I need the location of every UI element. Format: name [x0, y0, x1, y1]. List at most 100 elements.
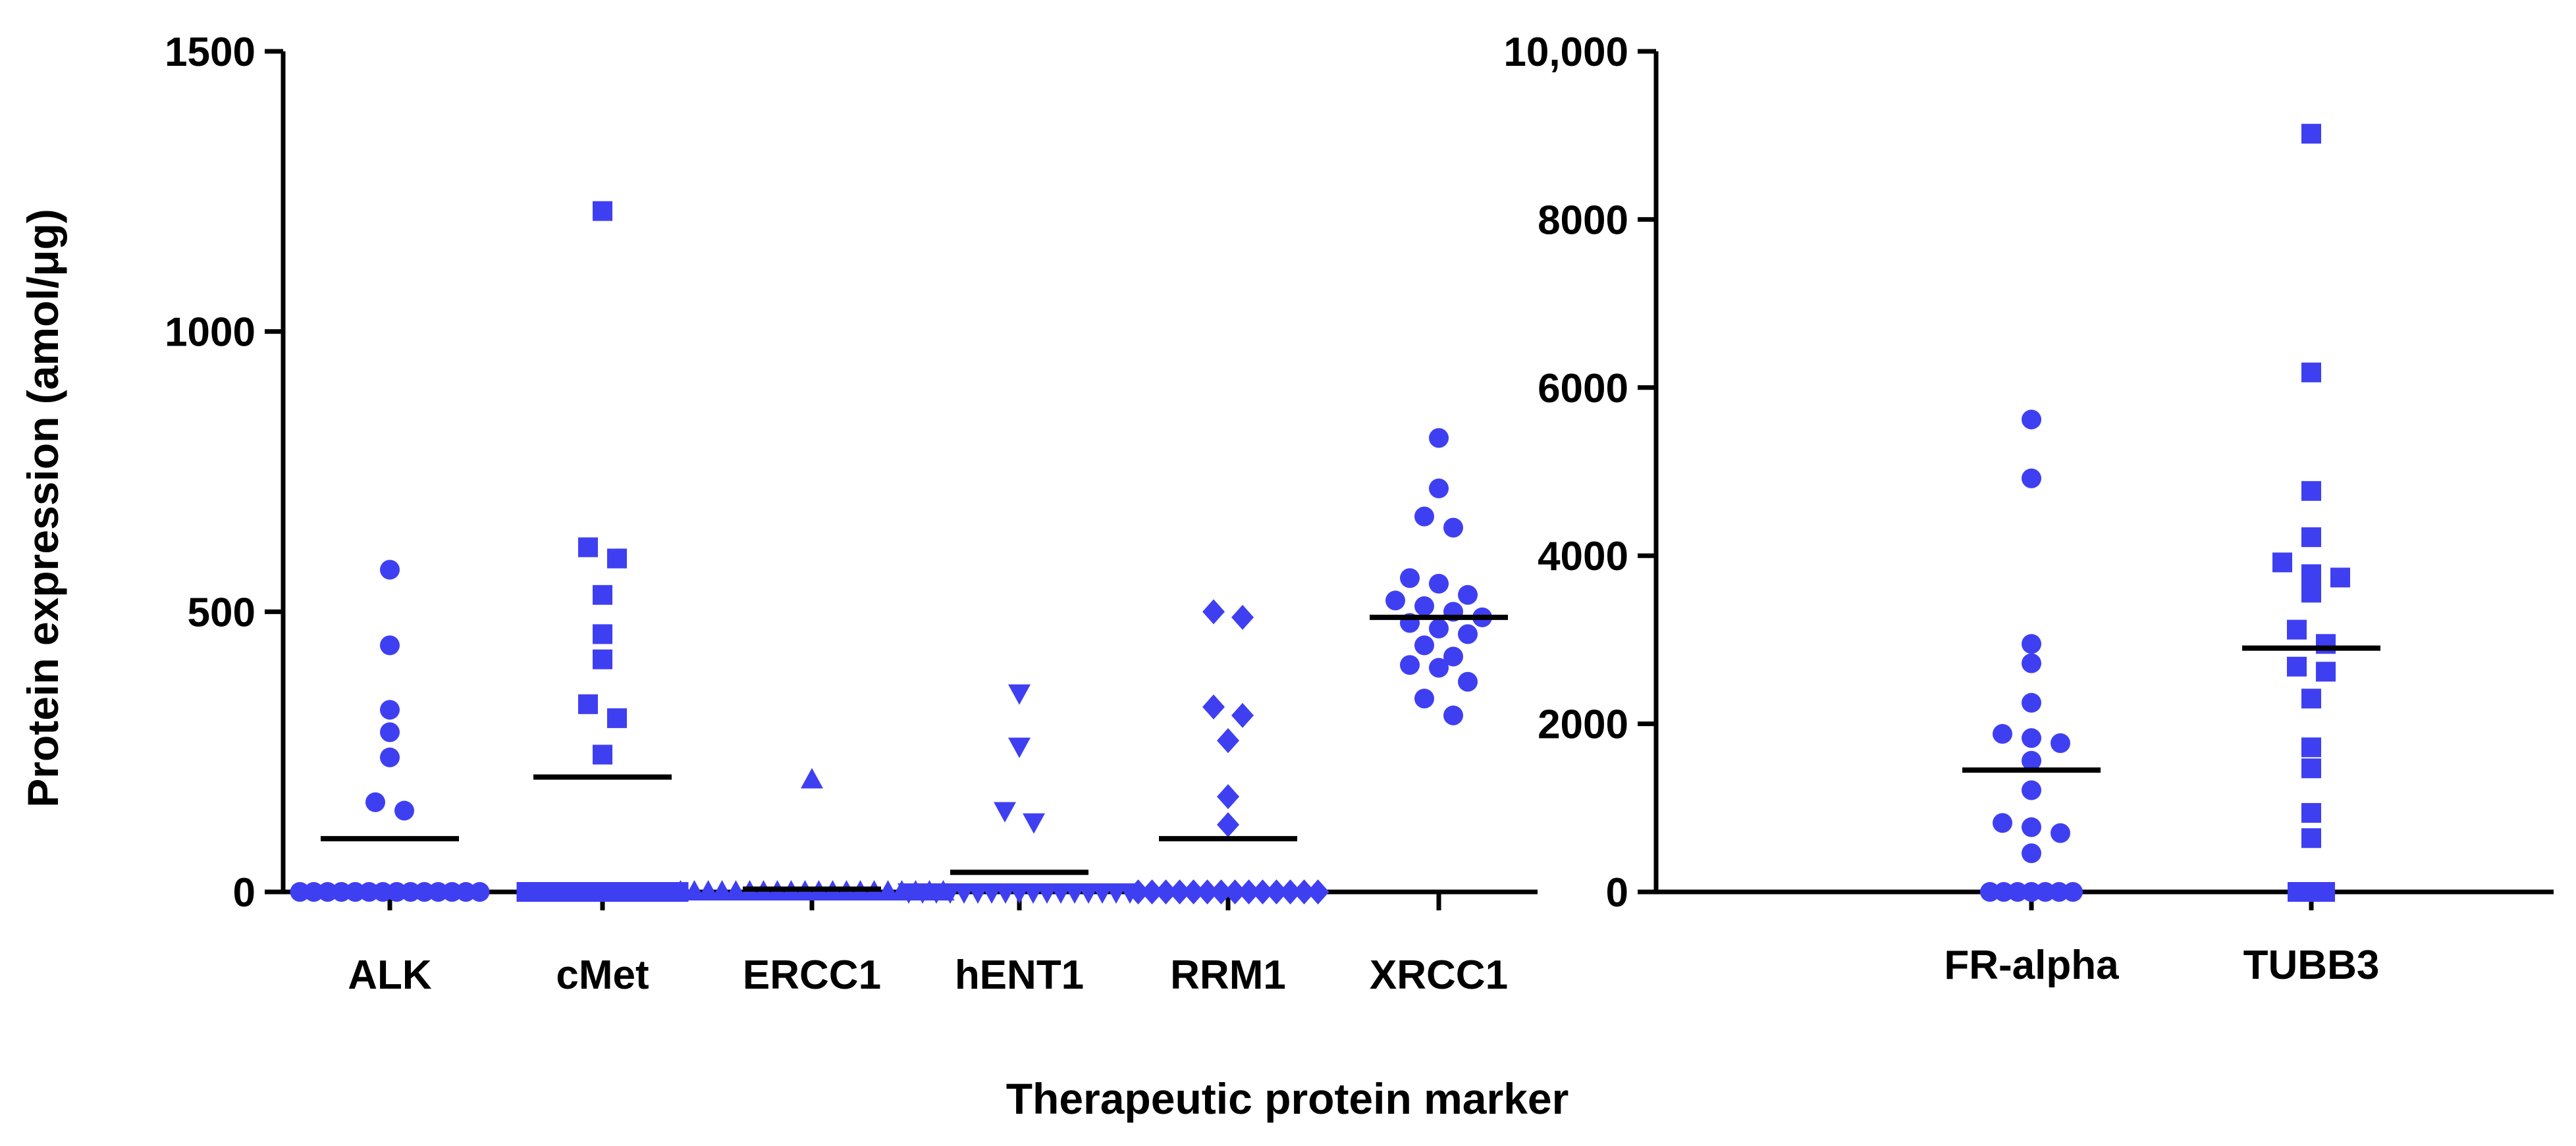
panel-1-y-tick-label: 500: [188, 590, 255, 635]
data-point-fr-alpha: [2049, 882, 2069, 902]
data-point-fr-alpha: [2022, 468, 2041, 488]
data-point-cmet: [593, 585, 612, 605]
data-point-cmet: [593, 624, 612, 644]
data-point-xrcc1: [1385, 590, 1405, 611]
data-point-fr-alpha: [2022, 882, 2041, 902]
data-point-rrm1: [1265, 879, 1288, 904]
data-point-tubb3: [2301, 124, 2321, 144]
data-point-rrm1: [1306, 879, 1329, 904]
data-point-cmet: [593, 744, 612, 765]
data-point-alk: [359, 882, 379, 902]
data-point-xrcc1: [1429, 618, 1449, 638]
data-point-rrm1: [1251, 879, 1274, 904]
data-point-alk: [304, 882, 324, 902]
data-point-hent1: [994, 802, 1016, 823]
data-point-fr-alpha: [1993, 813, 2012, 833]
panel-2-y-tick-label: 2000: [1538, 702, 1628, 748]
data-point-alk: [380, 722, 400, 742]
data-point-hent1: [1023, 813, 1045, 834]
data-point-xrcc1: [1443, 517, 1463, 538]
data-point-xrcc1: [1429, 479, 1449, 499]
data-point-tubb3: [2316, 662, 2336, 682]
data-point-xrcc1: [1443, 646, 1463, 667]
data-point-cmet: [578, 694, 598, 714]
data-point-alk: [317, 882, 338, 902]
data-point-fr-alpha: [2035, 882, 2055, 902]
data-point-xrcc1: [1458, 624, 1478, 644]
data-point-alk: [365, 792, 385, 812]
data-point-xrcc1: [1429, 573, 1449, 594]
data-point-fr-alpha: [2022, 750, 2041, 771]
data-point-tubb3: [2301, 527, 2321, 548]
data-point-alk: [387, 882, 407, 902]
data-point-fr-alpha: [2022, 692, 2041, 713]
category-label-fr-alpha: FR-alpha: [1944, 943, 2119, 988]
data-point-ercc1: [801, 768, 823, 789]
category-label-cmet: cMet: [556, 952, 649, 998]
data-point-fr-alpha: [2022, 780, 2041, 800]
data-point-alk: [380, 560, 400, 580]
category-label-ercc1: ERCC1: [743, 952, 881, 998]
data-point-alk: [428, 882, 448, 902]
data-point-xrcc1: [1414, 689, 1434, 709]
data-point-tubb3: [2301, 564, 2321, 585]
data-point-xrcc1: [1414, 506, 1434, 527]
data-point-alk: [345, 882, 365, 902]
data-point-fr-alpha: [1994, 882, 2014, 902]
data-point-hent1: [1008, 684, 1031, 705]
data-point-hent1: [1008, 737, 1031, 758]
data-point-rrm1: [1223, 879, 1247, 904]
data-point-rrm1: [1217, 728, 1239, 754]
data-point-fr-alpha: [2022, 817, 2041, 837]
data-point-rrm1: [1237, 879, 1260, 904]
data-point-alk: [394, 800, 414, 821]
data-point-xrcc1: [1458, 671, 1478, 692]
data-point-fr-alpha: [2022, 843, 2041, 864]
data-point-cmet: [593, 201, 612, 221]
data-point-rrm1: [1231, 702, 1254, 728]
data-point-xrcc1: [1414, 635, 1434, 656]
data-point-fr-alpha: [2022, 634, 2041, 654]
data-point-fr-alpha: [2022, 728, 2041, 748]
category-label-alk: ALK: [348, 952, 432, 998]
data-point-tubb3: [2301, 737, 2321, 758]
category-label-rrm1: RRM1: [1170, 952, 1286, 998]
data-point-cmet: [593, 649, 612, 669]
panel-1-y-tick-label: 1500: [165, 30, 255, 75]
panel-2-y-tick-label: 6000: [1538, 366, 1628, 411]
data-point-alk: [470, 882, 490, 902]
data-point-fr-alpha: [2063, 882, 2083, 902]
data-point-rrm1: [1140, 879, 1164, 904]
data-point-tubb3: [2301, 481, 2321, 501]
data-point-rrm1: [1279, 879, 1302, 904]
data-point-alk: [331, 882, 352, 902]
data-point-tubb3: [2301, 583, 2321, 603]
panel-2-y-tick-label: 0: [1606, 870, 1628, 916]
data-point-rrm1: [1182, 879, 1205, 904]
data-point-rrm1: [1154, 879, 1177, 904]
data-point-alk: [414, 882, 435, 902]
data-point-tubb3: [2301, 802, 2321, 823]
data-point-rrm1: [1210, 879, 1233, 904]
data-point-rrm1: [1217, 784, 1239, 810]
data-point-alk: [380, 747, 400, 768]
data-point-rrm1: [1196, 879, 1219, 904]
category-label-tubb3: TUBB3: [2243, 943, 2380, 988]
data-point-alk: [380, 635, 400, 656]
data-point-alk: [400, 882, 421, 902]
data-point-tubb3: [2287, 656, 2307, 677]
data-point-tubb3: [2330, 567, 2350, 588]
data-point-xrcc1: [1429, 428, 1449, 448]
data-point-xrcc1: [1429, 658, 1449, 678]
data-point-alk: [373, 882, 393, 902]
data-point-rrm1: [1202, 599, 1225, 625]
data-point-xrcc1: [1414, 596, 1434, 616]
panel-2-y-tick-label: 10,000: [1503, 30, 1628, 75]
data-point-fr-alpha: [1993, 723, 2012, 744]
data-point-tubb3: [2315, 882, 2335, 902]
panel-1-y-tick-label: 1000: [165, 310, 255, 355]
data-point-tubb3: [2287, 619, 2307, 640]
y-axis-title: Protein expression (amol/μg): [18, 209, 67, 808]
